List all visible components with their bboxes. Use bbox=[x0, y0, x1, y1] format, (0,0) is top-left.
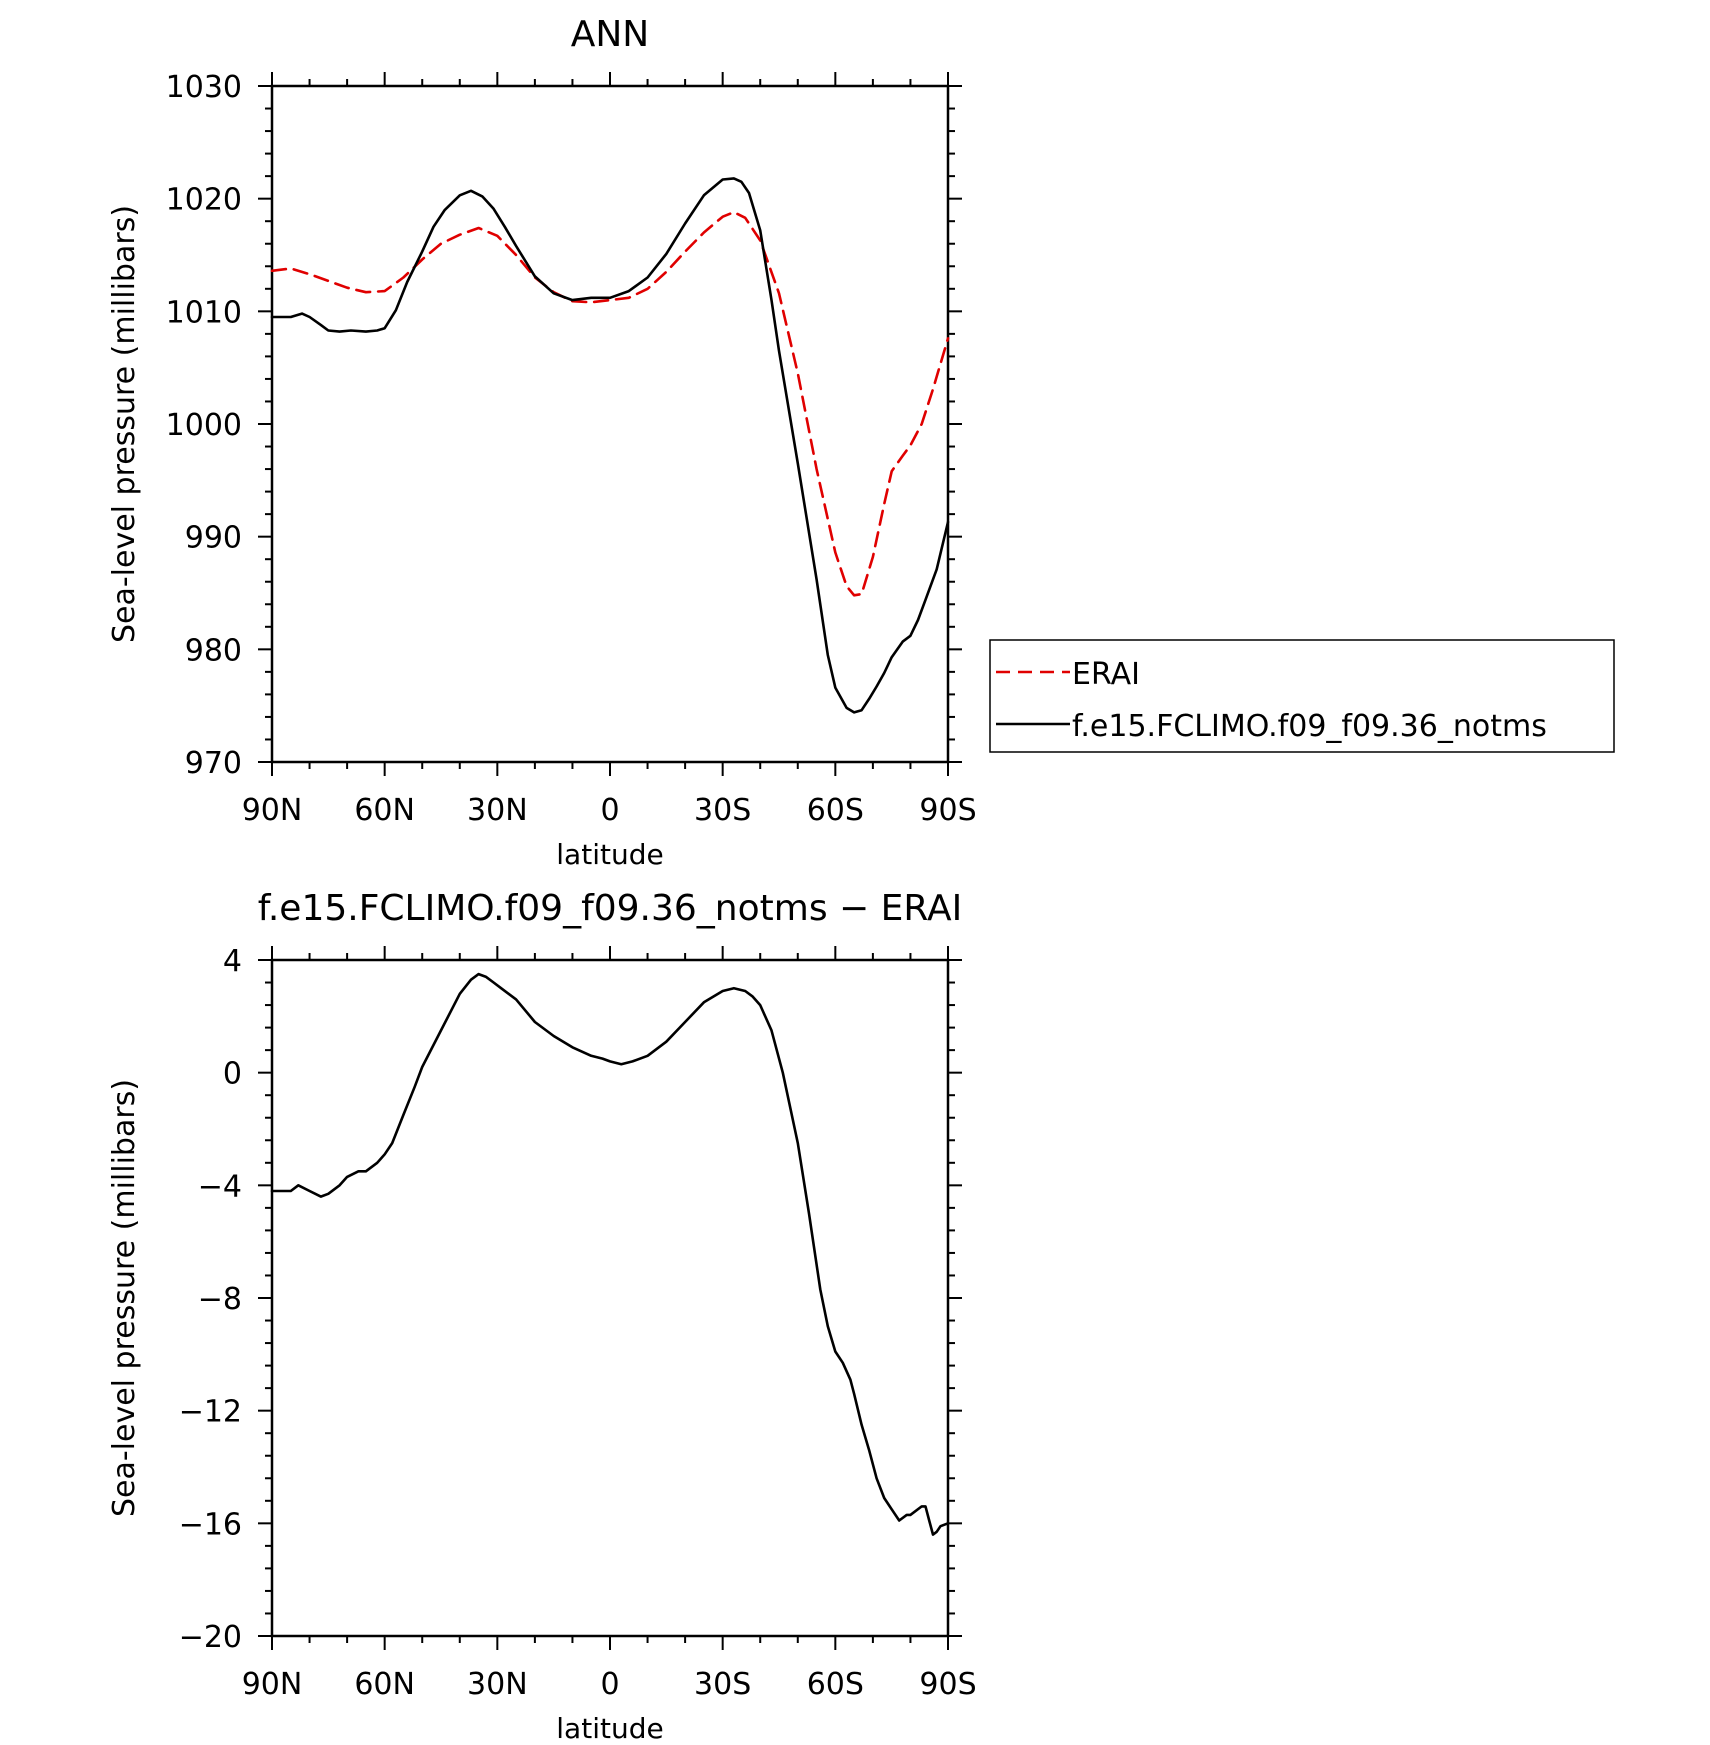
y-tick-label: 4 bbox=[223, 944, 242, 979]
x-tick-label: 30N bbox=[467, 793, 528, 828]
x-tick-label: 30S bbox=[694, 793, 751, 828]
x-tick-label: 90N bbox=[242, 793, 303, 828]
x-tick-label: 90N bbox=[242, 1667, 303, 1702]
plot-frame bbox=[270, 84, 950, 764]
series-line-erai bbox=[270, 210, 950, 597]
series-line-difference bbox=[270, 972, 950, 1536]
y-tick-label: −20 bbox=[179, 1620, 242, 1655]
y-tick-label: −4 bbox=[198, 1169, 242, 1204]
y-tick-label: −16 bbox=[179, 1507, 242, 1542]
y-axis-label: Sea-level pressure (millibars) bbox=[107, 1079, 142, 1517]
y-tick-label: 970 bbox=[185, 746, 242, 781]
y-tick-label: 990 bbox=[185, 521, 242, 556]
x-tick-label: 30S bbox=[694, 1667, 751, 1702]
y-tick-label: 1010 bbox=[166, 295, 242, 330]
x-tick-label: 0 bbox=[600, 1667, 619, 1702]
y-tick-label: −8 bbox=[198, 1282, 242, 1317]
x-tick-label: 90S bbox=[919, 1667, 976, 1702]
x-axis-label: latitude bbox=[556, 838, 663, 871]
legend-label: f.e15.FCLIMO.f09_f09.36_notms bbox=[1072, 709, 1547, 744]
x-tick-label: 60S bbox=[807, 793, 864, 828]
series-line-model bbox=[270, 177, 950, 714]
top-panel: ANN 90N 60N 30N 0 30S 60S 90S latitude 1030 1020 10… bbox=[107, 14, 1615, 871]
x-tick-label: 60S bbox=[807, 1667, 864, 1702]
y-tick-label: 0 bbox=[223, 1057, 242, 1092]
chart-title: ANN bbox=[571, 14, 650, 55]
y-tick-label: 1000 bbox=[166, 408, 242, 443]
y-tick-label: 980 bbox=[185, 633, 242, 668]
x-axis-label: latitude bbox=[556, 1712, 663, 1745]
y-tick-label: 1030 bbox=[166, 70, 242, 105]
y-tick-label: −12 bbox=[179, 1395, 242, 1430]
y-tick-label: 1020 bbox=[166, 183, 242, 218]
x-tick-label: 60N bbox=[354, 1667, 415, 1702]
x-tick-label: 60N bbox=[354, 793, 415, 828]
y-axis-label: Sea-level pressure (millibars) bbox=[107, 205, 142, 643]
bottom-panel: f.e15.FCLIMO.f09_f09.36_notms − ERAI 90N 6… bbox=[107, 888, 977, 1745]
x-tick-label: 90S bbox=[919, 793, 976, 828]
legend-label: ERAI bbox=[1072, 657, 1140, 692]
chart-title: f.e15.FCLIMO.f09_f09.36_notms − ERAI bbox=[258, 888, 962, 929]
x-tick-label: 0 bbox=[600, 793, 619, 828]
legend-box bbox=[989, 639, 1615, 753]
x-tick-label: 30N bbox=[467, 1667, 528, 1702]
